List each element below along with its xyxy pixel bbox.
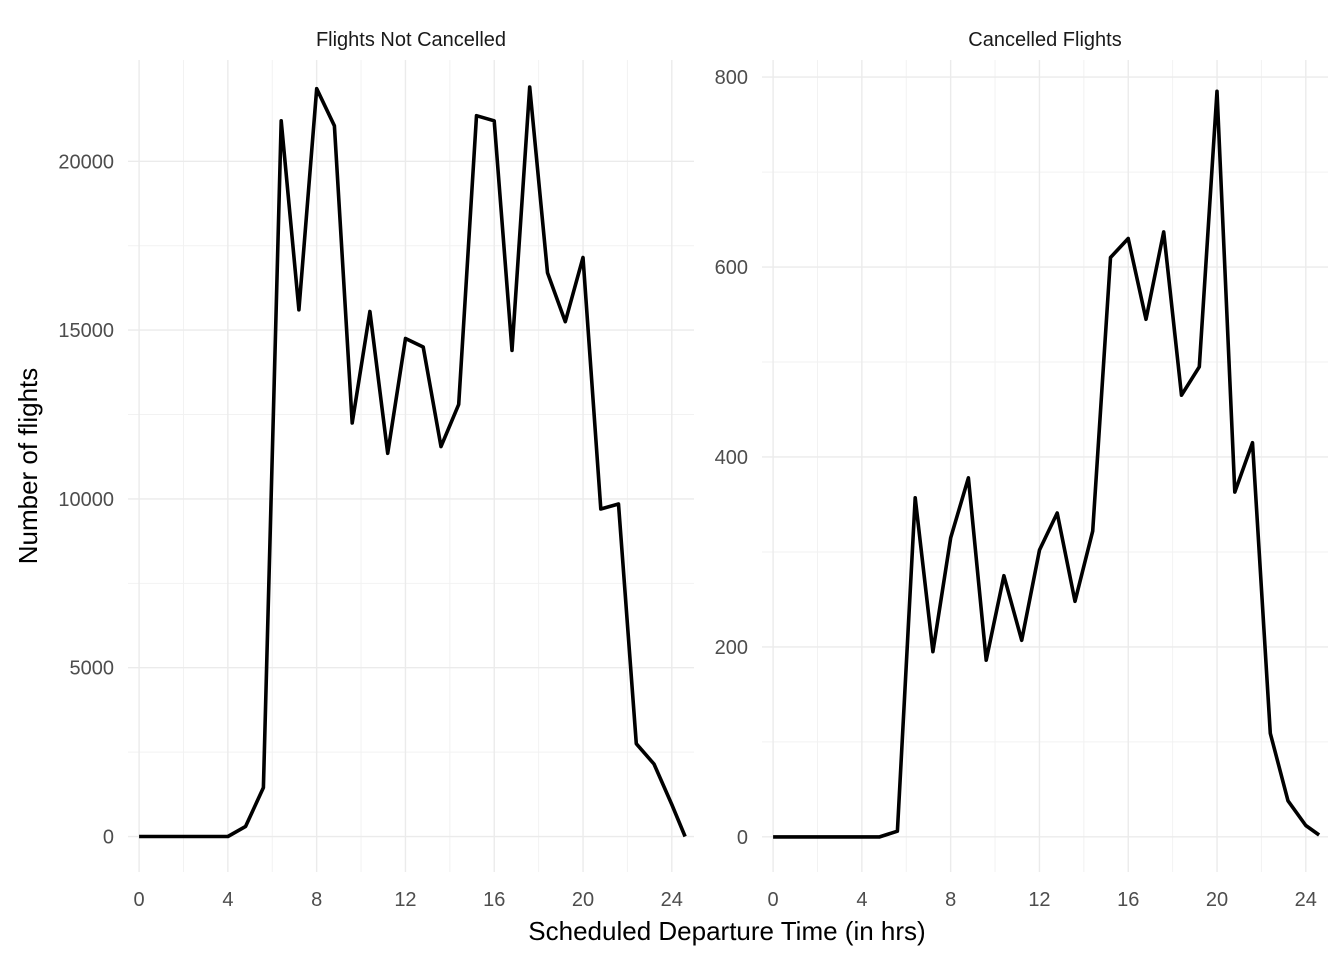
panel-1-y-tick-label: 10000 [58,489,114,511]
panel-1-y-tick-label: 15000 [58,320,114,342]
panel-1-series-line [139,85,687,839]
panel-1-x-tick-label: 20 [572,889,594,911]
x-axis-title: Scheduled Departure Time (in hrs) [528,916,925,946]
panel-2-x-tick-label: 4 [856,889,867,911]
panel-1-y-tick-label: 0 [103,827,114,849]
panel-1-x-tick-label: 12 [394,889,416,911]
panel-2-x-tick-label: 12 [1028,889,1050,911]
panel-2-y-tick-label: 200 [715,637,748,659]
panel-2-x-tick-label: 24 [1295,889,1317,911]
panel-2-y-tick-label: 400 [715,447,748,469]
panel-1-x-tick-label: 8 [311,889,322,911]
y-axis-title: Number of flights [13,368,43,565]
panel-1-y-tick-label: 5000 [70,658,115,680]
panel-1-x-tick-label: 4 [222,889,233,911]
panel-2-y-tick-label: 0 [737,827,748,849]
panel-1-x-tick-label: 0 [134,889,145,911]
panel-2-y-tick-label: 600 [715,257,748,279]
panel-1-x-tick-label: 24 [661,889,683,911]
panel-1-y-tick-label: 20000 [58,151,114,173]
panel-2-series-line [773,89,1321,839]
panel-2-y-tick-label: 800 [715,67,748,89]
panel-2-x-tick-label: 0 [768,889,779,911]
panel-2-x-tick-label: 20 [1206,889,1228,911]
panel-1-x-tick-label: 16 [483,889,505,911]
panel-1-title: Flights Not Cancelled [316,29,506,51]
panel-2-title: Cancelled Flights [968,29,1121,51]
panel-2-x-tick-label: 8 [945,889,956,911]
panel-2-x-tick-label: 16 [1117,889,1139,911]
